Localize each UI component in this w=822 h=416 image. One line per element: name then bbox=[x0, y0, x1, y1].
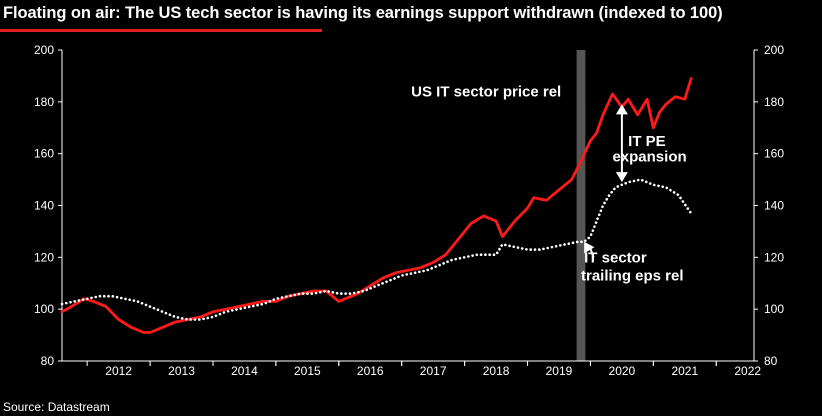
eps-arrow-head bbox=[584, 241, 595, 254]
left-y-tick-label: 100 bbox=[34, 302, 54, 316]
shaded-period-band bbox=[576, 50, 586, 361]
price-rel-series-line bbox=[60, 77, 693, 334]
x-tick-label: 2016 bbox=[357, 364, 384, 378]
chart-title: Floating on air: The US tech sector is h… bbox=[3, 4, 723, 22]
left-y-tick-label: 180 bbox=[34, 95, 54, 109]
annotation-label: trailing eps rel bbox=[581, 268, 684, 285]
annotation-label: US IT sector price rel bbox=[411, 84, 561, 101]
right-y-tick-label: 120 bbox=[764, 250, 784, 264]
right-y-tick-label: 140 bbox=[764, 199, 784, 213]
x-tick-label: 2013 bbox=[168, 364, 195, 378]
x-tick-label: 2020 bbox=[609, 364, 636, 378]
left-y-tick-label: 160 bbox=[34, 147, 54, 161]
x-tick-label: 2012 bbox=[105, 364, 132, 378]
right-y-tick-label: 80 bbox=[764, 354, 778, 368]
right-y-tick-label: 180 bbox=[764, 95, 784, 109]
right-y-tick-label: 100 bbox=[764, 302, 784, 316]
annotation-label: IT PE bbox=[628, 133, 666, 150]
axes-group: 80 80 100 100 120 120 140 140 160 160 180 180 200 200… bbox=[34, 43, 784, 378]
title-underline bbox=[0, 29, 322, 32]
x-tick-label: 2015 bbox=[294, 364, 321, 378]
x-tick-label: 2022 bbox=[734, 364, 761, 378]
annotation-label: IT sector bbox=[584, 250, 647, 267]
x-tick-label: 2014 bbox=[231, 364, 258, 378]
eps-rel-series-line bbox=[60, 178, 693, 321]
right-y-tick-label: 200 bbox=[764, 43, 784, 57]
x-tick-label: 2018 bbox=[483, 364, 510, 378]
series-group bbox=[60, 77, 693, 334]
annotation-label: expansion bbox=[612, 148, 686, 165]
left-y-tick-label: 120 bbox=[34, 250, 54, 264]
arrow-head-up bbox=[615, 104, 628, 115]
arrows-group bbox=[584, 104, 628, 258]
left-y-tick-label: 140 bbox=[34, 199, 54, 213]
source-note: Source: Datastream bbox=[3, 400, 110, 414]
arrow-head-down bbox=[615, 172, 628, 183]
x-tick-label: 2021 bbox=[671, 364, 698, 378]
left-y-tick-label: 200 bbox=[34, 43, 54, 57]
right-y-tick-label: 160 bbox=[764, 147, 784, 161]
x-tick-label: 2019 bbox=[546, 364, 573, 378]
x-tick-label: 2017 bbox=[420, 364, 447, 378]
left-y-tick-label: 80 bbox=[41, 354, 55, 368]
